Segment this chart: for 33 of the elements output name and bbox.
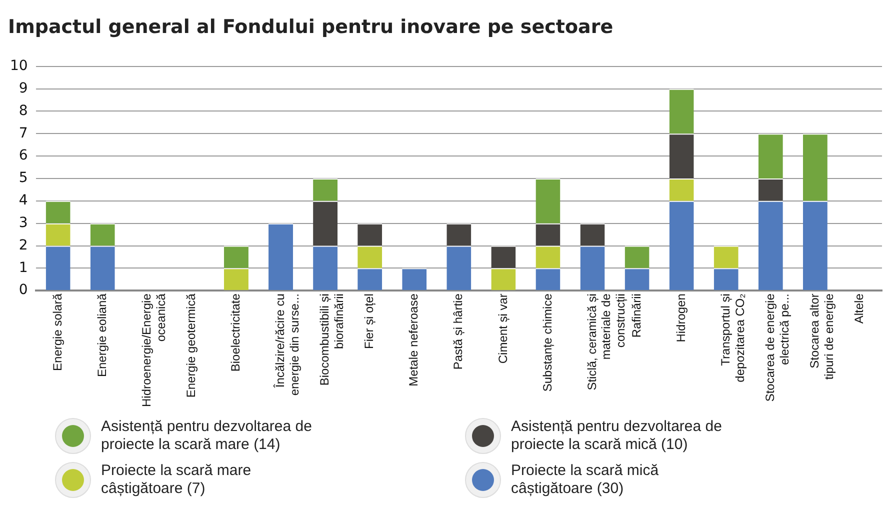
y-tick-label: 10 [10, 58, 28, 74]
y-tick-label: 6 [18, 148, 28, 164]
y-tick-label: 7 [18, 125, 28, 142]
x-tick-label: Stocarea de energie electrică pe... [762, 293, 792, 402]
y-tick-label: 0 [18, 282, 28, 298]
chart-title: Impactul general al Fondului pentru inovare pe sectoare [8, 16, 614, 38]
legend-label: Asistență pentru dezvoltarea de proiecte la scară mică (10) [511, 418, 723, 454]
y-tick-label: 9 [18, 80, 28, 96]
y-tick-label: 1 [18, 260, 28, 276]
x-tick-label: Altele [852, 293, 866, 324]
x-tick-label: Energie geotermică [184, 293, 198, 398]
x-tick-label: Transportul și depozitarea CO₂ [718, 293, 747, 382]
x-tick-label: Hidrogen [674, 294, 688, 342]
y-tick-label: 8 [18, 102, 28, 119]
x-tick-label: Metale neferoase [406, 293, 421, 386]
x-tick-label: Pastă și hârtie [451, 293, 466, 370]
legend-label: Proiecte la scară mare câștigătoare (7) [101, 462, 252, 498]
legend-label: Proiecte la scară mică câștigătoare (30) [511, 462, 660, 498]
x-tick-label: Energie solară [50, 293, 64, 371]
x-tick-label: Substanțe chimice [540, 293, 554, 392]
legend-label: Asistență pentru dezvoltarea de proiecte la scară mare (14) [101, 418, 313, 454]
x-tick-label: Sticlă, ceramică și materiale de construcții [584, 293, 628, 390]
x-tick-label: Hidroenergie/Energie oceanică [139, 293, 168, 408]
y-tick-label: 3 [18, 214, 28, 231]
x-tick-label: Bioelectricitate [228, 293, 243, 372]
y-tick-label: 4 [18, 192, 28, 209]
x-tick-label: Rafinării [629, 294, 644, 338]
x-tick-label: Ciment și var [496, 294, 510, 364]
y-tick-label: 2 [18, 237, 28, 254]
x-tick-label: Încălzire/răcire cu energie din surse... [273, 294, 302, 396]
x-tick-label: Energie eoliană [94, 293, 109, 378]
x-tick-label: Fier și oțel [362, 294, 376, 349]
y-tick-label: 5 [18, 170, 28, 186]
